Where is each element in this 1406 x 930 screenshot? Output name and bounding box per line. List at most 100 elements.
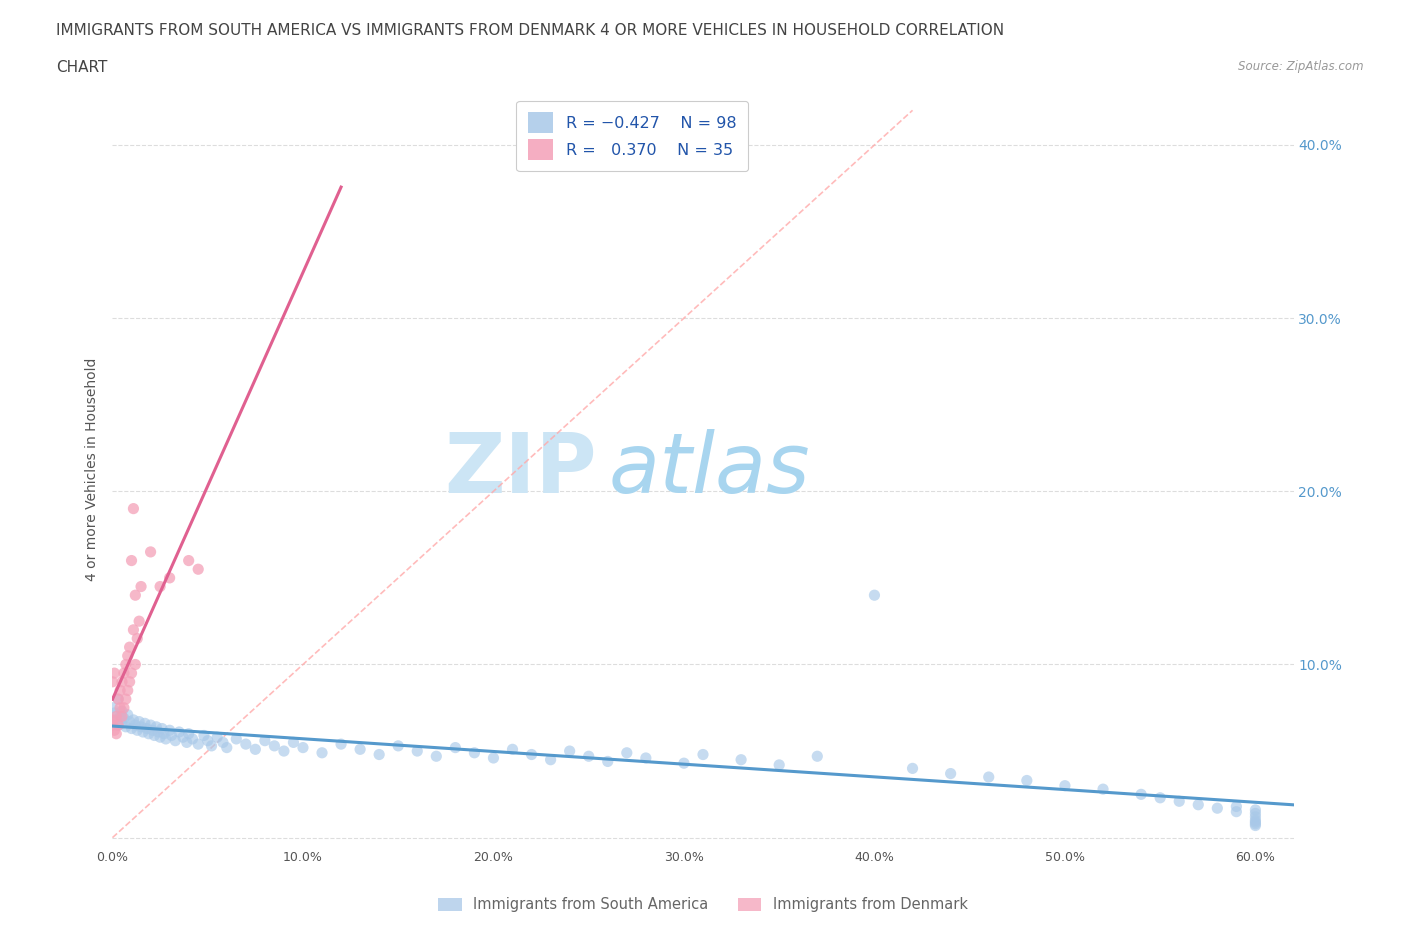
Point	[127, 723, 149, 737]
Point	[138, 726, 160, 741]
Point	[1168, 794, 1191, 809]
Point	[165, 733, 187, 748]
Point	[1130, 787, 1153, 802]
Point	[107, 692, 129, 707]
Y-axis label: 4 or more Vehicles in Household: 4 or more Vehicles in Household	[86, 358, 100, 581]
Point	[143, 728, 166, 743]
Point	[132, 724, 155, 739]
Point	[149, 579, 172, 594]
Point	[1244, 817, 1267, 831]
Point	[596, 754, 619, 769]
Point	[263, 738, 285, 753]
Point	[108, 700, 131, 715]
Point	[103, 723, 125, 737]
Point	[159, 723, 181, 737]
Point	[291, 740, 314, 755]
Point	[482, 751, 505, 765]
Point	[139, 718, 162, 733]
Point	[692, 747, 714, 762]
Point	[101, 712, 124, 727]
Point	[103, 706, 125, 721]
Point	[283, 735, 305, 750]
Point	[177, 553, 200, 568]
Point	[634, 751, 657, 765]
Point	[118, 640, 141, 655]
Point	[129, 579, 152, 594]
Point	[114, 657, 136, 671]
Point	[939, 766, 962, 781]
Point	[187, 562, 209, 577]
Point	[1244, 815, 1267, 830]
Point	[153, 726, 176, 741]
Point	[187, 737, 209, 751]
Point	[1244, 803, 1267, 817]
Point	[105, 709, 128, 724]
Point	[672, 756, 695, 771]
Point	[118, 714, 141, 729]
Point	[225, 732, 247, 747]
Point	[197, 733, 219, 748]
Point	[167, 724, 190, 739]
Legend: R = −0.427    N = 98, R =   0.370    N = 35: R = −0.427 N = 98, R = 0.370 N = 35	[516, 101, 748, 171]
Text: CHART: CHART	[56, 60, 108, 75]
Point	[107, 718, 129, 733]
Point	[172, 730, 194, 745]
Point	[139, 544, 162, 559]
Point	[349, 742, 371, 757]
Point	[1225, 804, 1247, 819]
Point	[112, 711, 135, 725]
Text: atlas: atlas	[609, 429, 810, 511]
Point	[101, 674, 124, 689]
Point	[128, 614, 150, 629]
Point	[111, 704, 134, 719]
Point	[149, 730, 172, 745]
Point	[150, 721, 173, 736]
Point	[406, 744, 429, 759]
Point	[127, 631, 149, 646]
Point	[145, 720, 167, 735]
Point	[112, 666, 135, 681]
Point	[107, 692, 129, 707]
Point	[111, 716, 134, 731]
Point	[330, 737, 353, 751]
Point	[107, 718, 129, 733]
Point	[311, 745, 333, 760]
Point	[193, 728, 215, 743]
Text: IMMIGRANTS FROM SOUTH AMERICA VS IMMIGRANTS FROM DENMARK 4 OR MORE VEHICLES IN H: IMMIGRANTS FROM SOUTH AMERICA VS IMMIGRA…	[56, 23, 1004, 38]
Point	[108, 709, 131, 724]
Text: ZIP: ZIP	[444, 429, 596, 511]
Point	[181, 732, 204, 747]
Point	[1092, 782, 1115, 797]
Point	[425, 749, 447, 764]
Point	[117, 648, 139, 663]
Point	[200, 738, 222, 753]
Point	[121, 553, 143, 568]
Point	[111, 674, 134, 689]
Point	[463, 745, 485, 760]
Point	[128, 714, 150, 729]
Point	[176, 735, 198, 750]
Point	[212, 735, 235, 750]
Point	[129, 720, 152, 735]
Point	[977, 770, 1000, 785]
Point	[124, 657, 146, 671]
Point	[111, 709, 134, 724]
Point	[121, 721, 143, 736]
Point	[122, 501, 145, 516]
Point	[540, 752, 562, 767]
Point	[105, 712, 128, 727]
Point	[114, 720, 136, 735]
Point	[368, 747, 391, 762]
Point	[155, 732, 177, 747]
Point	[105, 726, 128, 741]
Point	[118, 674, 141, 689]
Point	[134, 716, 156, 731]
Point	[863, 588, 886, 603]
Point	[124, 718, 146, 733]
Point	[502, 742, 524, 757]
Point	[112, 700, 135, 715]
Point	[1244, 818, 1267, 833]
Point	[148, 724, 170, 739]
Point	[1244, 806, 1267, 821]
Point	[578, 749, 600, 764]
